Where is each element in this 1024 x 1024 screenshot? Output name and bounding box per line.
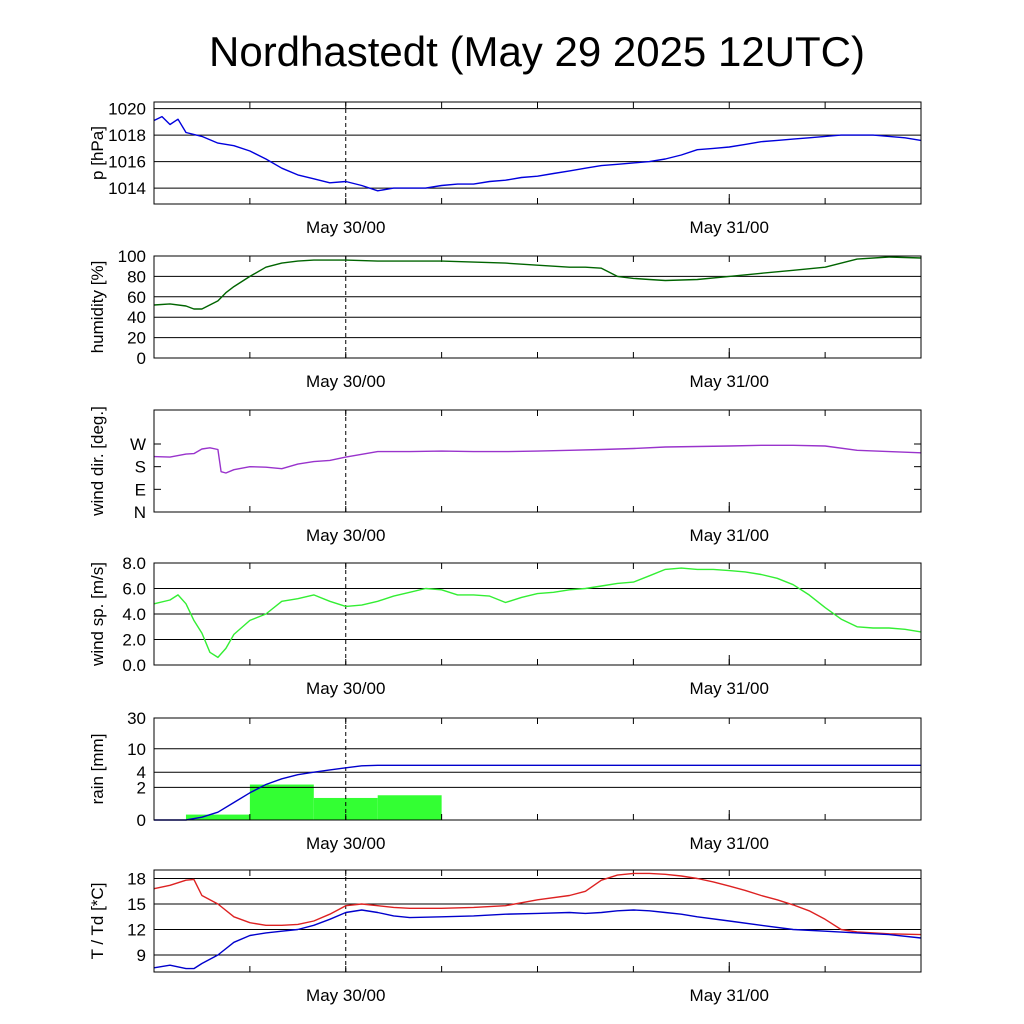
series-line-1: [153, 444, 922, 474]
rain-bar-2: [249, 784, 314, 820]
x-tick-label: May 31/00: [690, 679, 769, 698]
y-tick-label: S: [135, 458, 146, 477]
y-axis-label: wind sp. [m/s]: [88, 562, 107, 667]
y-tick-label: 15: [127, 895, 146, 914]
y-axis-label: rain [mm]: [88, 734, 107, 805]
rain-bar-3: [313, 797, 378, 820]
x-tick-label: May 31/00: [690, 526, 769, 545]
y-tick-label: 1020: [108, 100, 146, 119]
y-tick-label: 18: [127, 870, 146, 889]
y-tick-label: E: [135, 480, 146, 499]
series-line-1: [153, 872, 922, 936]
y-tick-label: 30: [127, 709, 146, 728]
panel-6: 9 12 15 18 May 30/00 May 31/00 T / Td [*C]: [88, 869, 922, 1005]
y-tick-label: W: [130, 435, 146, 454]
y-tick-label: N: [134, 503, 146, 522]
panel-5: 0 24 10 30 May 30/00 May 31/00 rain [mm]: [88, 709, 922, 853]
y-tick-label: 4: [137, 763, 146, 782]
rain-bar-4: [377, 795, 442, 820]
series-line-1: [153, 567, 922, 659]
y-tick-label: 0: [137, 811, 146, 830]
plot-frame: [153, 255, 922, 359]
series-line-2: [153, 909, 922, 970]
y-tick-label: 60: [127, 288, 146, 307]
y-axis-label: humidity [%]: [88, 261, 107, 354]
y-tick-label: 12: [127, 921, 146, 940]
y-tick-label: 6.0: [122, 580, 146, 599]
y-tick-label: 1014: [108, 179, 146, 198]
y-tick-label: 1018: [108, 126, 146, 145]
x-tick-label: May 31/00: [690, 218, 769, 237]
y-tick-label: 40: [127, 308, 146, 327]
y-tick-label: 0: [137, 349, 146, 368]
plot-frame: [153, 717, 922, 821]
y-tick-label: 80: [127, 267, 146, 286]
y-tick-label: 10: [127, 740, 146, 759]
y-tick-label: 9: [137, 946, 146, 965]
series-line-1: [153, 115, 922, 192]
x-tick-label: May 30/00: [306, 679, 385, 698]
plot-frame: [153, 409, 922, 513]
y-tick-label: 2: [137, 778, 146, 797]
y-axis-label: T / Td [*C]: [88, 883, 107, 960]
rain-bar-1: [185, 814, 250, 820]
panel-1: 1014 1016 1018 1020 May 30/00 May 31/00 p [hPa…: [88, 100, 922, 237]
x-tick-label: May 30/00: [306, 218, 385, 237]
x-tick-label: May 30/00: [306, 834, 385, 853]
plot-frame: [153, 869, 922, 973]
y-tick-label: 4.0: [122, 605, 146, 624]
plot-frame: [153, 101, 922, 205]
series-line-1: [154, 764, 921, 821]
x-tick-label: May 31/00: [690, 986, 769, 1005]
y-tick-label: 2.0: [122, 631, 146, 650]
y-tick-label: 8.0: [122, 554, 146, 573]
y-tick-label: 0.0: [122, 656, 146, 675]
x-tick-label: May 31/00: [690, 372, 769, 391]
series-line-1: [153, 256, 922, 310]
x-tick-label: May 30/00: [306, 372, 385, 391]
y-axis-label: p [hPa]: [88, 126, 107, 180]
panel-4: 0.0 2.0 4.0 6.0 8.0 May 30/00 May 31/00 wind sp…: [88, 554, 922, 698]
y-tick-label: 1016: [108, 153, 146, 172]
plot-frame: [153, 562, 922, 666]
x-tick-label: May 31/00: [690, 834, 769, 853]
y-axis-label: wind dir. [deg.]: [88, 406, 107, 517]
x-tick-label: May 30/00: [306, 526, 385, 545]
y-tick-label: 20: [127, 329, 146, 348]
x-tick-label: May 30/00: [306, 986, 385, 1005]
chart-title: Nordhastedt (May 29 2025 12UTC): [209, 28, 865, 75]
y-tick-label: 100: [118, 247, 146, 266]
